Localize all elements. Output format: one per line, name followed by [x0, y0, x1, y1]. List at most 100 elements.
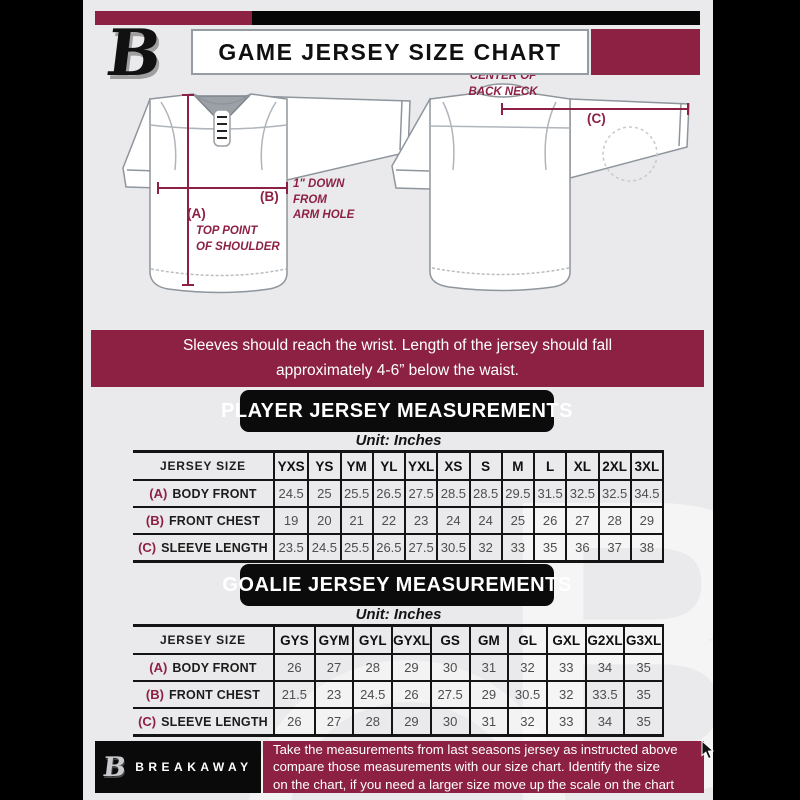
table-cell: 34	[584, 655, 624, 680]
table-cell: 20	[307, 508, 339, 533]
table-cell: 24.5	[352, 682, 391, 707]
row-value-cells: 26 27 28 29 30 31 32 33 34 35	[273, 655, 664, 680]
table-cell: XL	[565, 453, 597, 479]
table-cell: 27	[313, 709, 353, 734]
table-cell: 28	[352, 655, 391, 680]
brand-logo-icon: B	[101, 751, 129, 783]
table-cell: GXL	[545, 627, 585, 653]
row-label: FRONT CHEST	[168, 513, 261, 528]
measure-c-key: (C)	[587, 111, 606, 126]
table-cell: 26.5	[371, 535, 404, 560]
table-cell: GYXL	[391, 627, 430, 653]
table-header-row: JERSEY SIZE GYS GYM GYL GYXL GS GM GL GXL G2XL G3…	[133, 627, 664, 655]
table-cell: 29.5	[500, 481, 533, 506]
table-cell: 38	[629, 535, 662, 560]
measurement-lines	[157, 94, 689, 286]
table-cell: 23	[404, 508, 436, 533]
brand-name: BREAKAWAY	[135, 760, 253, 774]
table-row: (C) SLEEVE LENGTH 26 27 28 29 30 31 32 33 34 35	[133, 709, 664, 734]
table-cell: 24.5	[278, 486, 304, 501]
table-cell: 25.5	[339, 481, 372, 506]
table-cell: 29	[629, 508, 662, 533]
table-row: (B) FRONT CHEST 21.5 23 24.5 26 27.5 29 30.5 32…	[133, 682, 664, 709]
row-label: BODY FRONT	[172, 486, 257, 501]
table-cell: 33	[500, 535, 533, 560]
row-label: SLEEVE LENGTH	[161, 714, 268, 729]
table-cell: 26	[533, 508, 565, 533]
page-title: GAME JERSEY SIZE CHART	[218, 38, 562, 65]
table-cell: 24	[436, 508, 468, 533]
row-value-cells: 24.5 25 25.5 26.5 27.5 28.5 28.5 29.5 31.5 32.5 32…	[273, 481, 664, 506]
jersey-size-header: JERSEY SIZE	[160, 633, 246, 647]
table-cell: GL	[507, 627, 546, 653]
row-key: (C)	[138, 714, 157, 729]
table-cell: 27.5	[429, 682, 469, 707]
title-box: GAME JERSEY SIZE CHART	[191, 29, 589, 75]
table-cell: 32	[507, 709, 546, 734]
table-cell: 27.5	[404, 535, 436, 560]
row-label: FRONT CHEST	[168, 687, 261, 702]
jersey-back-diagram	[391, 83, 690, 292]
table-row: (A) BODY FRONT 26 27 28 29 30 31 32 33 34 35	[133, 655, 664, 682]
header-accent-bar	[95, 11, 700, 25]
row-value-cells: 21.5 23 24.5 26 27.5 29 30.5 32 33.5 35	[273, 682, 664, 707]
table-cell: 36	[565, 535, 597, 560]
table-cell: 30.5	[507, 682, 546, 707]
footer-instructions: Take the measurements from last seasons …	[263, 741, 704, 793]
table-cell: 25	[500, 508, 533, 533]
table-cell: GYM	[313, 627, 353, 653]
table-cell: L	[533, 453, 565, 479]
table-cell: 28	[597, 508, 630, 533]
player-size-table: JERSEY SIZE YXS YS YM YL YXL XS S M L XL 2XL 3XL (A…	[133, 450, 664, 563]
table-cell: 26.5	[371, 481, 404, 506]
table-cell: GYS	[280, 632, 309, 648]
table-cell: YS	[307, 453, 339, 479]
table-cell: 31	[468, 709, 508, 734]
table-cell: YXS	[277, 458, 305, 474]
footer-brand-box: B BREAKAWAY	[95, 741, 261, 793]
measure-b-key: (B)	[260, 189, 279, 204]
header-accent-maroon	[95, 11, 252, 25]
table-cell: 34.5	[629, 481, 662, 506]
table-cell: 19	[283, 513, 299, 528]
table-cell: 24	[468, 508, 501, 533]
jersey-diagrams: (A) TOP POINT OF SHOULDER (B) 1" DOWN FR…	[83, 70, 713, 332]
table-cell: 22	[371, 508, 404, 533]
player-section-banner: PLAYER JERSEY MEASUREMENTS	[221, 390, 573, 432]
goalie-section-banner: GOALIE JERSEY MEASUREMENTS	[222, 564, 571, 606]
mouse-cursor-icon	[701, 740, 715, 760]
row-key: (C)	[138, 540, 157, 555]
table-cell: 29	[391, 655, 430, 680]
table-cell: 29	[391, 709, 430, 734]
table-cell: 30.5	[436, 535, 468, 560]
measure-b-label: 1" DOWN FROM ARM HOLE	[293, 178, 355, 222]
table-cell: 33	[545, 709, 585, 734]
table-cell: 21.5	[281, 687, 307, 702]
table-cell: 32.5	[597, 481, 630, 506]
table-cell: 28.5	[468, 481, 501, 506]
table-cell: 35	[623, 709, 662, 734]
measure-a-label: TOP POINT OF SHOULDER	[196, 225, 280, 253]
size-header-cells: GYS GYM GYL GYXL GS GM GL GXL G2XL G3XL	[273, 627, 664, 653]
chart-document: B B GAME JERSEY SIZE CHART	[83, 0, 713, 800]
table-cell: 23.5	[278, 540, 304, 555]
row-label: BODY FRONT	[172, 660, 257, 675]
row-value-cells: 19 20 21 22 23 24 24 25 26 27 28 29	[273, 508, 664, 533]
table-cell: 28	[352, 709, 391, 734]
jersey-front-diagram	[122, 93, 411, 294]
table-cell: 23	[313, 682, 353, 707]
table-cell: 2XL	[597, 453, 630, 479]
table-cell: 25	[307, 481, 339, 506]
table-cell: M	[500, 453, 533, 479]
row-value-cells: 26 27 28 29 30 31 32 33 34 35	[273, 709, 664, 734]
goalie-size-table: JERSEY SIZE GYS GYM GYL GYXL GS GM GL GXL G2XL G3…	[133, 624, 664, 737]
footer: B BREAKAWAY Take the measurements from l…	[95, 741, 704, 793]
table-cell: 32.5	[565, 481, 597, 506]
table-row: (A) BODY FRONT 24.5 25 25.5 26.5 27.5 28.5 28.…	[133, 481, 664, 508]
table-cell: 33.5	[584, 682, 624, 707]
table-row: (C) SLEEVE LENGTH 23.5 24.5 25.5 26.5 27.5 30…	[133, 535, 664, 560]
table-cell: 26	[287, 714, 302, 729]
size-header-cells: YXS YS YM YL YXL XS S M L XL 2XL 3XL	[273, 453, 664, 479]
jersey-size-header: JERSEY SIZE	[160, 459, 246, 473]
table-cell: 26	[391, 682, 430, 707]
